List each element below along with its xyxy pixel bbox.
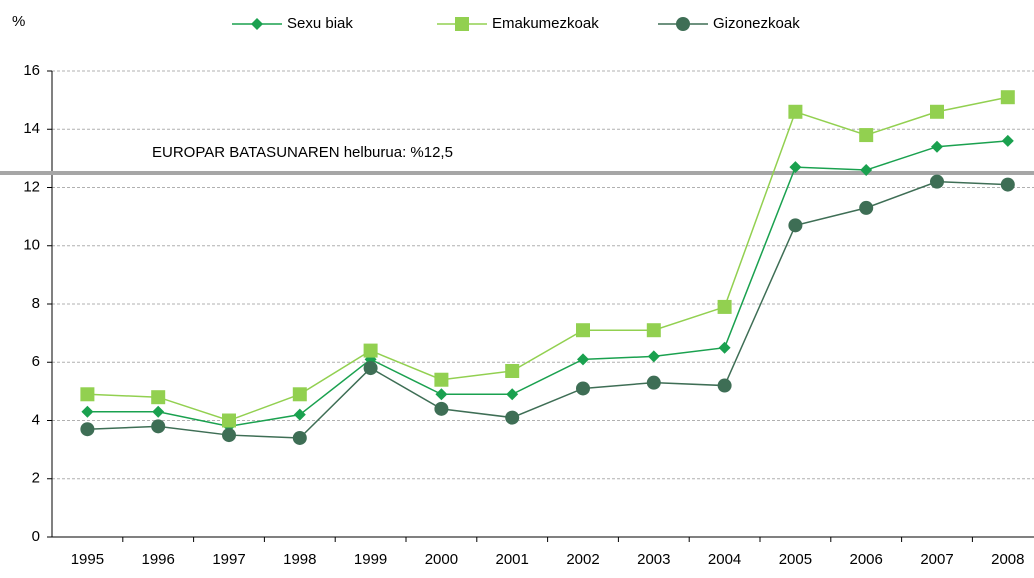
data-point: [151, 390, 166, 405]
data-point: [717, 299, 732, 314]
x-tick-label: 2001: [496, 551, 529, 568]
x-tick-label: 2006: [850, 551, 883, 568]
x-tick-label: 2003: [637, 551, 670, 568]
data-point: [860, 164, 873, 177]
legend-marker: [455, 17, 469, 31]
data-point: [435, 388, 448, 401]
y-axis-label: %: [12, 13, 25, 30]
data-point: [859, 200, 874, 215]
data-point: [718, 341, 731, 354]
data-point: [789, 161, 802, 174]
data-point: [646, 375, 661, 390]
series-line: [87, 140, 1008, 428]
x-tick-label: 2005: [779, 551, 812, 568]
data-point: [577, 353, 589, 366]
data-point: [152, 405, 165, 418]
legend-label: Gizonezkoak: [713, 15, 800, 32]
y-tick-label: 12: [23, 178, 40, 195]
data-point: [930, 104, 944, 119]
data-point: [717, 378, 732, 393]
data-point: [363, 343, 378, 358]
y-tick-label: 14: [23, 120, 40, 137]
data-point: [1001, 134, 1014, 147]
data-point: [576, 381, 590, 396]
data-point: [81, 405, 94, 418]
data-point: [292, 430, 307, 445]
x-tick-label: 2000: [425, 551, 458, 568]
data-point: [576, 323, 590, 338]
data-point: [80, 422, 95, 437]
legend-label: Emakumezkoak: [492, 15, 599, 32]
x-tick-label: 1997: [212, 551, 245, 568]
data-point: [222, 428, 236, 443]
data-point: [859, 128, 874, 143]
y-tick-label: 8: [32, 295, 40, 312]
data-point: [506, 388, 519, 401]
y-tick-label: 0: [32, 528, 40, 545]
x-tick-label: 1998: [283, 551, 316, 568]
data-point: [151, 419, 166, 434]
data-point: [647, 350, 660, 363]
x-tick-label: 2002: [566, 551, 599, 568]
data-point: [434, 401, 449, 416]
y-tick-label: 10: [23, 237, 40, 254]
series-line: [87, 180, 1008, 439]
data-point: [434, 372, 449, 387]
data-point: [930, 174, 944, 189]
y-tick-label: 6: [32, 353, 40, 370]
x-tick-label: 1999: [354, 551, 387, 568]
x-tick-label: 1995: [71, 551, 104, 568]
data-point: [1000, 90, 1015, 105]
data-point: [293, 408, 306, 421]
y-tick-label: 4: [32, 411, 40, 428]
x-tick-label: 1996: [142, 551, 175, 568]
data-point: [931, 140, 943, 153]
y-tick-label: 16: [23, 62, 40, 79]
data-point: [1000, 177, 1015, 192]
data-point: [292, 387, 307, 402]
data-point: [363, 361, 378, 376]
data-point: [222, 413, 236, 428]
legend-marker: [251, 18, 263, 30]
y-tick-label: 2: [32, 470, 40, 487]
data-point: [505, 410, 520, 425]
series-line: [87, 96, 1008, 422]
x-tick-label: 2004: [708, 551, 741, 568]
reference-label: EUROPAR BATASUNAREN helburua: %12,5: [152, 144, 453, 161]
x-tick-label: 2008: [991, 551, 1024, 568]
data-point: [646, 323, 661, 338]
x-tick-label: 2007: [920, 551, 953, 568]
legend-label: Sexu biak: [287, 15, 353, 32]
data-point: [80, 387, 95, 402]
legend-marker: [676, 17, 690, 31]
data-point: [505, 363, 520, 378]
data-point: [788, 104, 803, 119]
data-point: [788, 218, 803, 233]
